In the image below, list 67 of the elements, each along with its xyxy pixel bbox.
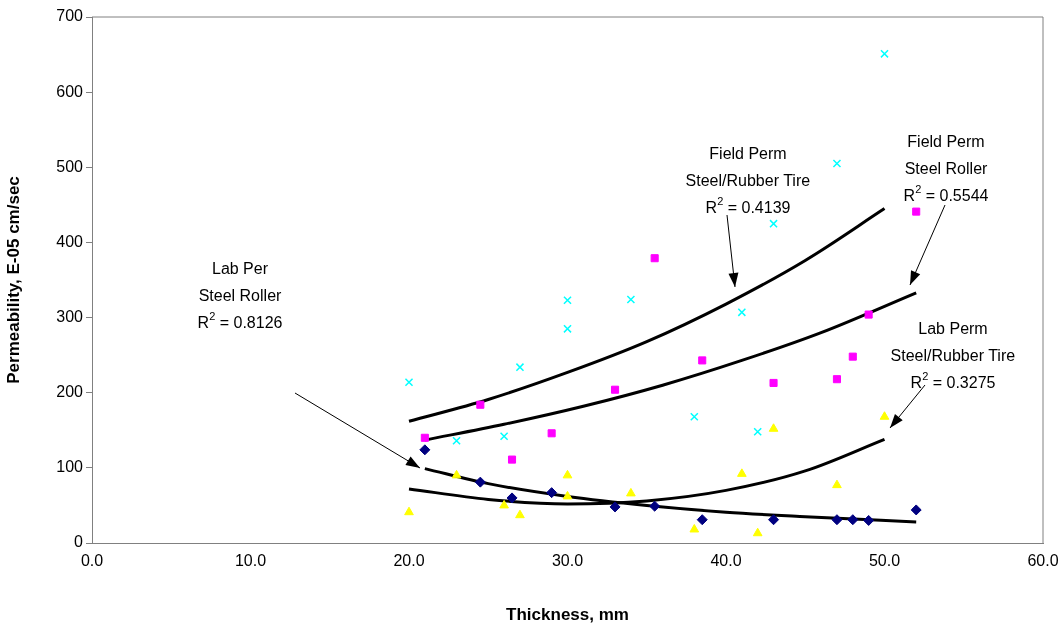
point bbox=[499, 499, 509, 509]
point bbox=[864, 310, 873, 319]
y-tick-label: 300 bbox=[56, 307, 84, 325]
point bbox=[847, 514, 859, 526]
point bbox=[507, 455, 517, 464]
x-tick-label: 40.0 bbox=[710, 552, 742, 570]
point bbox=[689, 523, 700, 533]
y-tick-label: 500 bbox=[56, 157, 84, 175]
point bbox=[863, 514, 875, 526]
y-tick-label: 600 bbox=[56, 82, 84, 100]
point bbox=[650, 254, 659, 263]
point bbox=[404, 377, 414, 387]
point bbox=[562, 469, 573, 479]
y-tick-label: 0 bbox=[74, 533, 84, 551]
point bbox=[547, 429, 556, 438]
point bbox=[404, 506, 414, 516]
point bbox=[752, 527, 763, 537]
point bbox=[476, 400, 485, 409]
point bbox=[737, 308, 747, 317]
y-tick-label: 100 bbox=[56, 458, 84, 476]
point bbox=[832, 159, 842, 168]
point bbox=[696, 514, 708, 526]
point bbox=[832, 479, 842, 489]
point bbox=[499, 432, 509, 441]
x-tick-label: 30.0 bbox=[551, 552, 584, 570]
point bbox=[419, 444, 431, 456]
point bbox=[769, 219, 778, 228]
x-tick-label: 20.0 bbox=[393, 552, 425, 570]
point bbox=[879, 411, 890, 420]
point bbox=[768, 423, 779, 432]
point bbox=[515, 509, 525, 519]
point bbox=[515, 362, 525, 372]
x-tick-label: 0.0 bbox=[80, 552, 104, 570]
point bbox=[753, 427, 762, 437]
x-tick-label: 60.0 bbox=[1027, 552, 1059, 570]
point bbox=[769, 378, 778, 387]
point bbox=[626, 487, 636, 497]
point bbox=[474, 476, 486, 488]
point bbox=[563, 324, 572, 334]
point bbox=[768, 514, 780, 526]
point bbox=[649, 500, 661, 512]
point bbox=[563, 296, 572, 305]
point bbox=[912, 207, 921, 216]
point bbox=[506, 492, 518, 504]
point bbox=[420, 433, 429, 442]
y-axis-title: Permeability, E-05 cm/sec bbox=[3, 176, 23, 384]
x-tick-label: 50.0 bbox=[868, 552, 901, 570]
point bbox=[698, 356, 707, 365]
y-tick-label: 700 bbox=[56, 7, 84, 25]
x-tick-label: 10.0 bbox=[234, 552, 267, 570]
point bbox=[546, 487, 558, 499]
point bbox=[609, 501, 621, 513]
point bbox=[611, 385, 620, 394]
x-axis-title: Thickness, mm bbox=[506, 605, 629, 625]
y-tick-label: 200 bbox=[56, 383, 84, 401]
point bbox=[690, 412, 699, 422]
point bbox=[626, 295, 636, 304]
point bbox=[880, 49, 889, 59]
point bbox=[737, 468, 747, 477]
point bbox=[452, 436, 461, 446]
point bbox=[832, 375, 841, 384]
point bbox=[831, 514, 843, 526]
point bbox=[451, 469, 462, 479]
point bbox=[910, 504, 922, 516]
point bbox=[562, 490, 573, 500]
y-tick-label: 400 bbox=[56, 232, 84, 250]
point bbox=[848, 352, 857, 361]
